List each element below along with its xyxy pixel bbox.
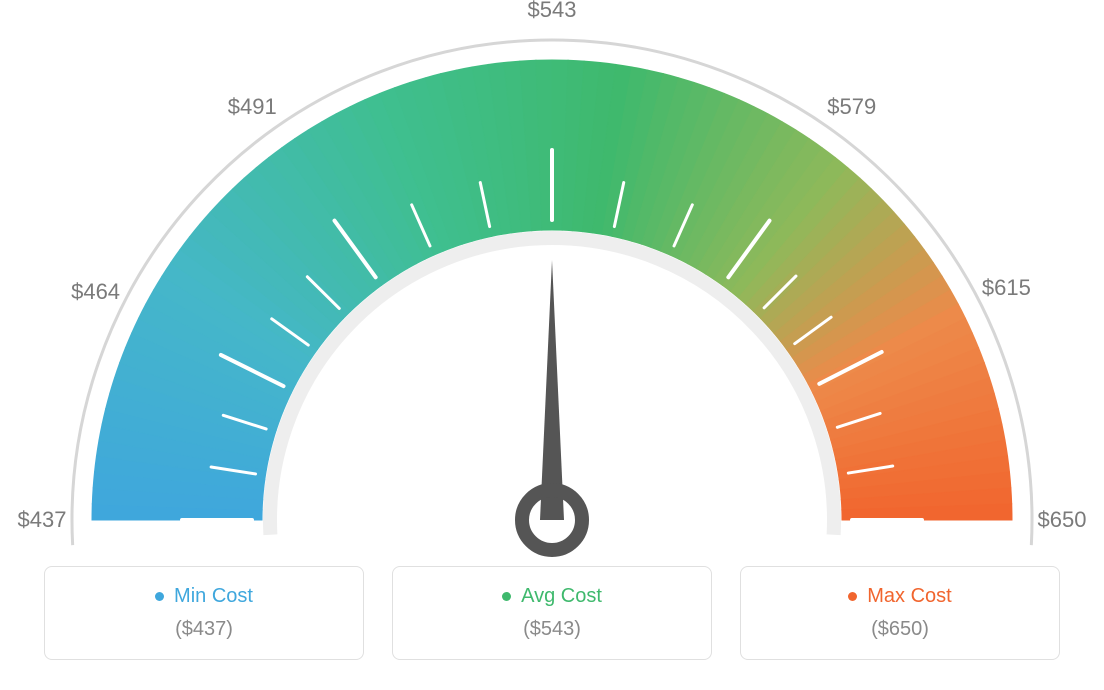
gauge-tick-label: $464 — [71, 279, 120, 305]
legend-title-text: Avg Cost — [521, 585, 602, 608]
legend-dot-max — [848, 592, 857, 601]
legend-title-min: Min Cost — [155, 585, 253, 608]
legend-dot-min — [155, 592, 164, 601]
gauge-tick-label: $491 — [228, 94, 277, 120]
legend-card-min: Min Cost ($437) — [44, 566, 364, 660]
legend-title-text: Min Cost — [174, 585, 253, 608]
gauge-tick-label: $543 — [528, 0, 577, 23]
legend-value-avg: ($543) — [403, 618, 701, 641]
gauge-tick-label: $579 — [827, 94, 876, 120]
legend-row: Min Cost ($437) Avg Cost ($543) Max Cost… — [0, 566, 1104, 660]
legend-title-avg: Avg Cost — [502, 585, 602, 608]
legend-value-min: ($437) — [55, 618, 353, 641]
gauge-tick-label: $650 — [1038, 507, 1087, 533]
legend-value-max: ($650) — [751, 618, 1049, 641]
gauge-tick-label: $615 — [982, 275, 1031, 301]
legend-card-max: Max Cost ($650) — [740, 566, 1060, 660]
legend-title-max: Max Cost — [848, 585, 951, 608]
gauge-chart: $437 $464 $491 $543 $579 $615 $650 — [0, 0, 1104, 560]
legend-title-text: Max Cost — [867, 585, 951, 608]
gauge-svg — [0, 0, 1104, 560]
legend-card-avg: Avg Cost ($543) — [392, 566, 712, 660]
legend-dot-avg — [502, 592, 511, 601]
gauge-tick-label: $437 — [18, 507, 67, 533]
